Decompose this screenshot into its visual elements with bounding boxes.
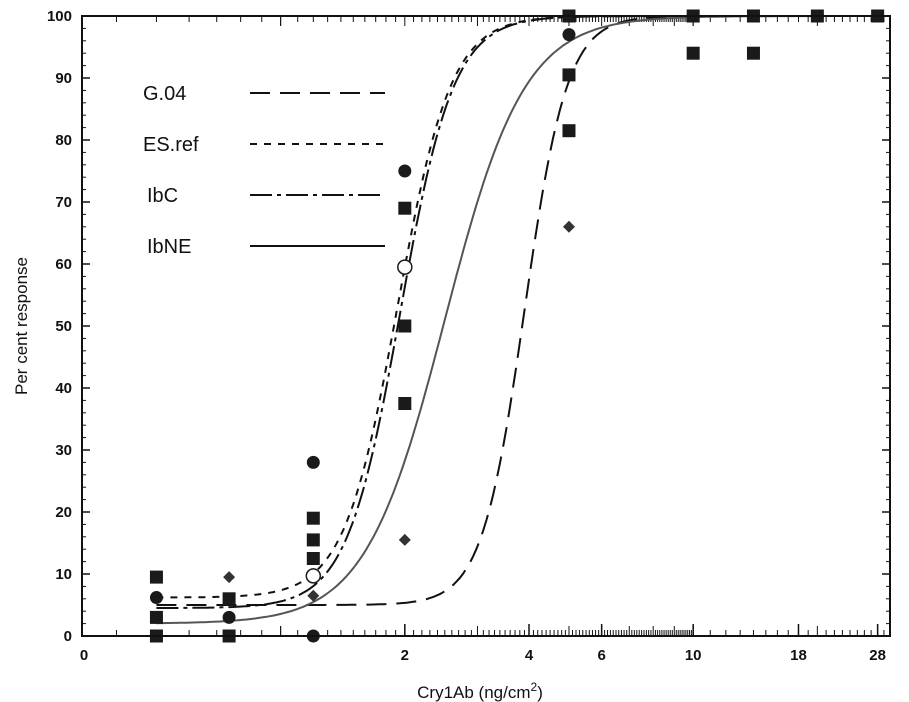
data-point-open-circle (305, 568, 322, 584)
x-axis-label-main: Cry1Ab (ng/cm (417, 683, 530, 702)
legend-label: G.04 (143, 83, 186, 105)
y-tick-label: 60 (55, 256, 72, 273)
data-point-square (562, 68, 576, 82)
data-point-circle (306, 455, 320, 469)
data-point-open-circle (397, 259, 413, 275)
y-tick-labels: 0 10 20 30 40 50 60 70 80 90 100 (47, 8, 72, 645)
y-tick-label: 30 (55, 442, 72, 459)
y-tick-label: 20 (55, 504, 72, 521)
x-tick-label: 10 (685, 647, 702, 664)
x-tick-label: 18 (790, 647, 807, 664)
data-point-diamond (398, 533, 411, 546)
data-point-diamond (562, 220, 575, 233)
data-point-square (222, 592, 236, 606)
data-point-circle (398, 164, 412, 178)
data-point-square (398, 201, 412, 215)
data-point-diamond (307, 589, 320, 602)
legend-label: IbNE (147, 236, 191, 258)
x-tick-labels: 0 2 4 6 10 18 28 (80, 647, 886, 664)
y-axis-label: Per cent response (12, 257, 31, 395)
x-tick-label: 28 (869, 647, 886, 664)
data-point-square (686, 46, 700, 60)
data-points (149, 9, 885, 643)
data-point-square (398, 319, 412, 333)
y-tick-label: 0 (64, 628, 72, 645)
x-origin-label: 0 (80, 647, 88, 664)
curve-g-04 (156, 15, 890, 606)
y-tick-label: 10 (55, 566, 72, 583)
data-point-square (306, 511, 320, 525)
data-point-square (306, 533, 320, 547)
data-point-square (149, 610, 163, 624)
x-axis-label-superscript: 2 (531, 680, 538, 694)
data-point-circle (562, 28, 576, 42)
y-tick-label: 40 (55, 380, 72, 397)
data-point-square (306, 552, 320, 565)
x-axis-label-close: ) (537, 683, 543, 702)
axis-ticks (82, 15, 890, 637)
x-tick-label: 2 (401, 647, 409, 664)
fitted-curves (156, 15, 890, 625)
y-tick-label: 90 (55, 70, 72, 87)
curve-es-ref (156, 15, 890, 599)
y-tick-label: 100 (47, 8, 72, 25)
data-point-square (149, 570, 163, 584)
legend-label: IbC (147, 185, 178, 207)
x-tick-label: 6 (597, 647, 605, 664)
legend: G.04 ES.ref IbC IbNE (143, 83, 385, 258)
y-tick-label: 80 (55, 132, 72, 149)
data-point-circle (149, 591, 163, 605)
data-point-circle (222, 610, 236, 624)
legend-label: ES.ref (143, 134, 199, 156)
x-tick-label: 4 (525, 647, 534, 664)
x-axis-label: Cry1Ab (ng/cm2) (417, 680, 543, 702)
y-tick-label: 70 (55, 194, 72, 211)
y-tick-label: 50 (55, 318, 72, 335)
data-point-diamond (223, 571, 236, 584)
data-point-square (398, 397, 412, 410)
data-point-square (562, 124, 576, 138)
curve-ibc (156, 15, 890, 609)
plot-frame (81, 15, 891, 637)
data-point-square (746, 46, 760, 60)
